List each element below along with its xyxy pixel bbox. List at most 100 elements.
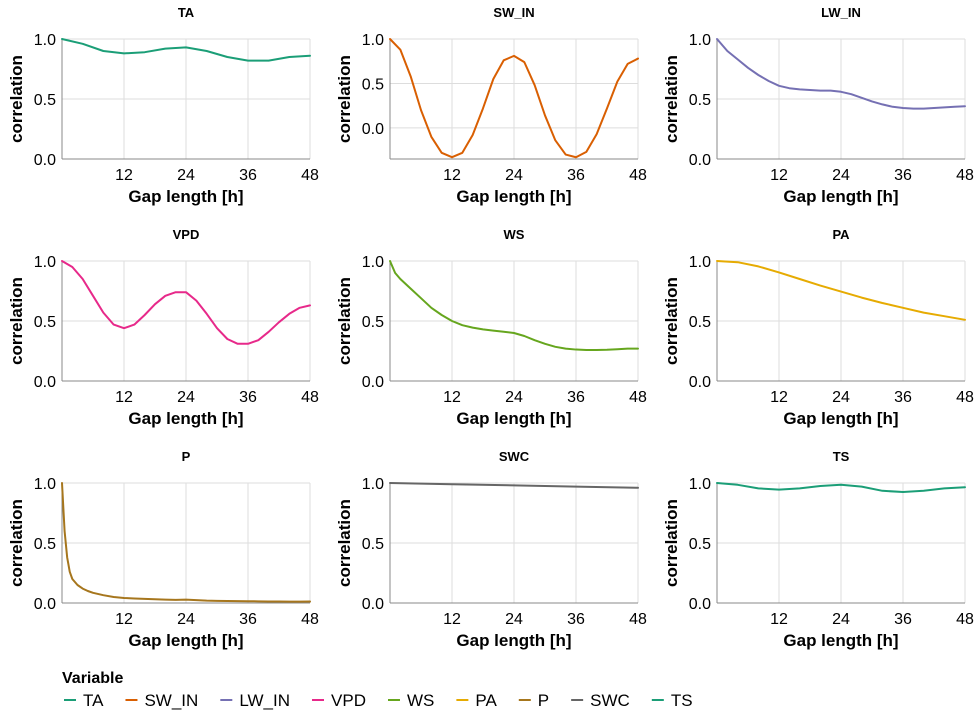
y-tick-label: 0.5 <box>34 92 56 109</box>
x-tick-label: 24 <box>505 611 523 628</box>
x-axis-title: Gap length [h] <box>783 409 898 428</box>
legend-label: SWC <box>590 691 630 710</box>
x-tick-label: 36 <box>239 167 257 184</box>
x-axis-title: Gap length [h] <box>456 187 571 206</box>
x-tick-label: 36 <box>239 389 257 406</box>
y-tick-label: 0.5 <box>689 314 711 331</box>
y-tick-label: 0.0 <box>689 374 711 391</box>
panel-ts: 0.0 0.5 1.0 12 24 36 48 TS Gap length [h] correla… <box>662 449 974 650</box>
x-tick-label: 48 <box>629 389 647 406</box>
x-tick-label: 48 <box>301 389 319 406</box>
legend-label: VPD <box>331 691 366 710</box>
legend-label: TA <box>83 691 104 710</box>
y-tick-label: 1.0 <box>34 476 56 493</box>
x-tick-label: 48 <box>956 389 974 406</box>
y-axis-title: correlation <box>335 499 354 587</box>
y-tick-label: 0.0 <box>34 596 56 613</box>
y-tick-label: 0.0 <box>689 152 711 169</box>
legend-label: P <box>538 691 549 710</box>
y-axis-title: correlation <box>662 499 681 587</box>
panel-title: TS <box>833 449 850 464</box>
y-tick-label: 1.0 <box>689 254 711 271</box>
y-axis-title: correlation <box>335 55 354 143</box>
y-tick-label: 0.5 <box>362 76 384 93</box>
x-tick-label: 36 <box>567 167 585 184</box>
x-tick-label: 36 <box>239 611 257 628</box>
x-tick-label: 12 <box>115 389 133 406</box>
x-axis-title: Gap length [h] <box>783 187 898 206</box>
legend: Variable TA SW_IN LW_IN VPD WS PA P SWC TS <box>62 670 693 710</box>
x-tick-label: 24 <box>505 167 523 184</box>
y-axis-title: correlation <box>335 277 354 365</box>
x-tick-label: 48 <box>956 167 974 184</box>
x-tick-label: 36 <box>567 389 585 406</box>
x-tick-label: 12 <box>770 611 788 628</box>
legend-label: LW_IN <box>239 691 290 710</box>
x-tick-label: 24 <box>832 611 850 628</box>
panel-ws: 0.0 0.5 1.0 12 24 36 48 WS Gap length [h] correla… <box>335 227 647 428</box>
x-tick-label: 24 <box>177 389 195 406</box>
x-tick-label: 24 <box>832 167 850 184</box>
x-tick-label: 12 <box>770 389 788 406</box>
x-tick-label: 36 <box>894 167 912 184</box>
x-axis-title: Gap length [h] <box>128 187 243 206</box>
series-line-swc <box>389 482 639 489</box>
y-tick-label: 1.0 <box>362 32 384 49</box>
y-tick-label: 1.0 <box>34 32 56 49</box>
x-tick-label: 48 <box>956 611 974 628</box>
panel-title: TA <box>178 5 195 20</box>
series-line-sw-in <box>389 38 639 159</box>
x-tick-label: 24 <box>177 611 195 628</box>
panel-ta: 0.0 0.5 1.0 12 24 36 48 TA Gap length [h] correla… <box>7 5 319 206</box>
y-tick-label: 0.0 <box>362 121 384 138</box>
x-tick-label: 24 <box>832 389 850 406</box>
x-axis-title: Gap length [h] <box>783 631 898 650</box>
y-tick-label: 1.0 <box>689 476 711 493</box>
series-line-ta <box>61 38 311 62</box>
series-line-ts <box>716 482 966 493</box>
y-axis-title: correlation <box>7 499 26 587</box>
panel-title: WS <box>504 227 525 242</box>
panel-swc: 0.0 0.5 1.0 12 24 36 48 SWC Gap length [h] correl… <box>335 449 647 650</box>
y-tick-label: 0.0 <box>362 596 384 613</box>
legend-title: Variable <box>62 670 123 687</box>
x-tick-label: 24 <box>177 167 195 184</box>
x-tick-label: 12 <box>115 167 133 184</box>
panel-title: VPD <box>173 227 200 242</box>
y-tick-label: 0.5 <box>34 314 56 331</box>
panel-title: PA <box>832 227 850 242</box>
panel-p: 0.0 0.5 1.0 12 24 36 48 P Gap length [h] correlat… <box>7 449 319 650</box>
y-axis-title: correlation <box>662 55 681 143</box>
y-axis-title: correlation <box>7 277 26 365</box>
panel-vpd: 0.0 0.5 1.0 12 24 36 48 VPD Gap length [h] correl… <box>7 227 319 428</box>
series-line-ws <box>389 260 639 352</box>
panel-pa: 0.0 0.5 1.0 12 24 36 48 PA Gap length [h] correla… <box>662 227 974 428</box>
x-axis-title: Gap length [h] <box>128 409 243 428</box>
y-tick-label: 0.5 <box>34 536 56 553</box>
x-tick-label: 12 <box>443 611 461 628</box>
x-tick-label: 24 <box>505 389 523 406</box>
x-tick-label: 36 <box>567 611 585 628</box>
legend-label: SW_IN <box>144 691 198 710</box>
legend-label: TS <box>671 691 693 710</box>
y-tick-label: 0.5 <box>689 536 711 553</box>
x-tick-label: 48 <box>629 167 647 184</box>
x-axis-title: Gap length [h] <box>456 409 571 428</box>
y-tick-label: 1.0 <box>362 254 384 271</box>
panel-title: SW_IN <box>493 5 534 20</box>
x-tick-label: 48 <box>301 611 319 628</box>
x-tick-label: 48 <box>629 611 647 628</box>
panel-sw-in: 0.0 0.5 1.0 12 24 36 48 SW_IN Gap length [h] corr… <box>335 5 647 206</box>
y-tick-label: 1.0 <box>689 32 711 49</box>
y-tick-label: 0.5 <box>362 314 384 331</box>
y-tick-label: 0.0 <box>689 596 711 613</box>
panel-title: P <box>182 449 191 464</box>
x-axis-title: Gap length [h] <box>128 631 243 650</box>
legend-label: PA <box>475 691 497 710</box>
y-tick-label: 1.0 <box>34 254 56 271</box>
x-tick-label: 12 <box>115 611 133 628</box>
panel-title: SWC <box>499 449 530 464</box>
y-tick-label: 0.5 <box>362 536 384 553</box>
x-tick-label: 48 <box>301 167 319 184</box>
